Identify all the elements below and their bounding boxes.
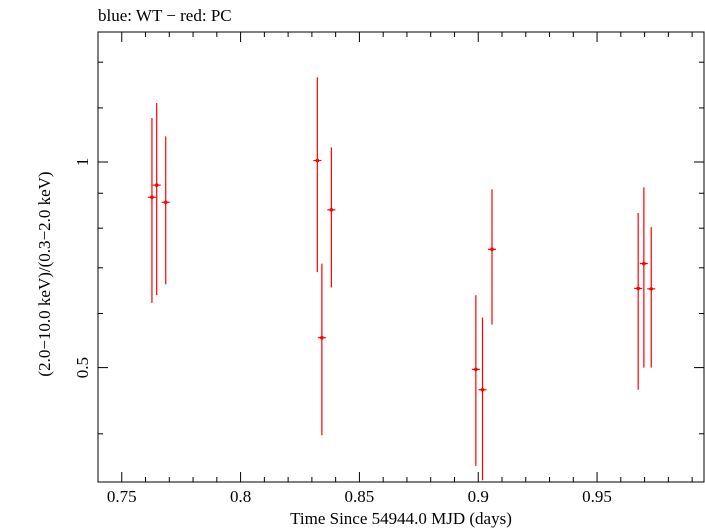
point-marker xyxy=(480,387,485,392)
x-tick-label: 0.8 xyxy=(230,487,251,506)
data-point xyxy=(313,77,322,273)
data-point xyxy=(317,263,326,436)
point-marker xyxy=(320,335,324,340)
plot-border xyxy=(97,31,705,483)
y-axis-label: (2.0−10.0 keV)/(0.3−2.0 keV) xyxy=(35,171,54,377)
point-marker xyxy=(642,261,646,266)
x-axis-label: Time Since 54944.0 MJD (days) xyxy=(290,509,512,528)
point-marker xyxy=(154,183,159,187)
point-marker xyxy=(649,287,654,291)
data-point xyxy=(488,189,497,325)
chart-title: blue: WT − red: PC xyxy=(98,6,232,25)
point-marker xyxy=(315,158,320,163)
y-tick-label: 1 xyxy=(73,158,92,167)
point-marker xyxy=(490,247,494,252)
data-point xyxy=(647,227,656,368)
data-points xyxy=(147,77,656,481)
x-tick-label: 0.9 xyxy=(468,487,489,506)
x-tick-labels: 0.75 0.8 0.85 0.9 0.95 xyxy=(107,487,612,506)
point-marker xyxy=(150,195,154,200)
x-tick-label: 0.85 xyxy=(345,487,375,506)
y-tick-labels: 0.51 xyxy=(73,158,92,378)
y-tick-label: 0.5 xyxy=(73,357,92,378)
point-marker xyxy=(163,200,168,205)
plot-frame xyxy=(97,31,705,483)
data-point xyxy=(478,317,487,481)
point-marker xyxy=(474,367,478,372)
point-marker xyxy=(329,208,334,212)
data-point xyxy=(161,136,170,285)
data-point xyxy=(327,147,336,288)
data-point xyxy=(639,187,648,368)
data-point xyxy=(634,213,643,390)
x-tick-label: 0.75 xyxy=(107,487,137,506)
data-point xyxy=(147,117,156,303)
data-point xyxy=(152,103,161,296)
point-marker xyxy=(636,286,640,291)
x-tick-label: 0.95 xyxy=(582,487,612,506)
data-point xyxy=(471,295,480,466)
axis-ticks xyxy=(97,32,704,482)
